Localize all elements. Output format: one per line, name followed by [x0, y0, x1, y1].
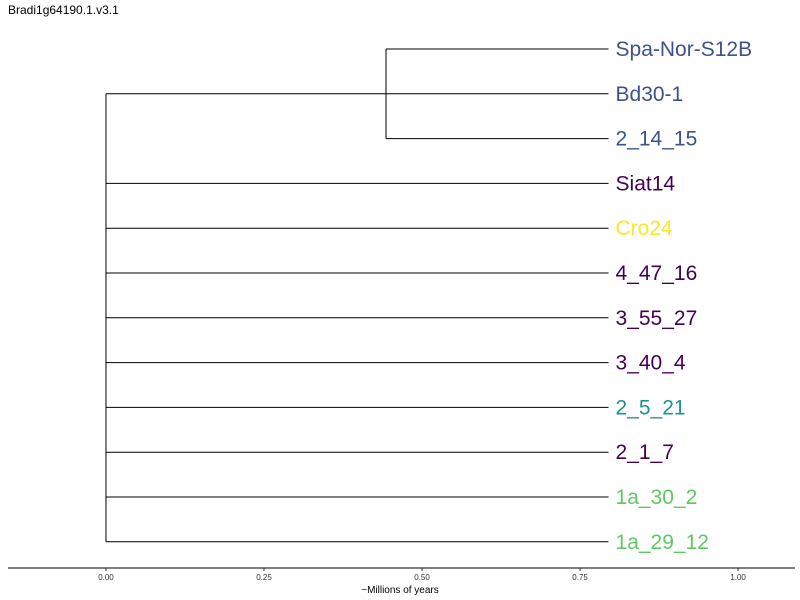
leaf-label: 1a_29_12 [616, 531, 709, 554]
figure-title: Bradi1g64190.1.v3.1 [8, 3, 119, 17]
leaf-label: 3_40_4 [616, 352, 686, 375]
leaf-label: 1a_30_2 [616, 486, 698, 509]
x-axis-title: ~Millions of years [361, 585, 439, 596]
branches [105, 48, 609, 543]
x-tick-label: 1.00 [730, 573, 746, 582]
x-tick-label: 0.50 [414, 573, 430, 582]
x-tick-label: 0.25 [256, 573, 272, 582]
x-axis: 0.00 0.25 0.50 0.75 1.00 ~Millions of years [8, 567, 795, 596]
leaf-label: 4_47_16 [616, 262, 698, 285]
leaf-label: Bd30-1 [616, 83, 684, 106]
leaf-labels: Spa-Nor-S12B Bd30-1 2_14_15 Siat14 Cro24 4_47… [616, 38, 753, 554]
leaf-label: 2_5_21 [616, 396, 686, 419]
leaf-label: 2_14_15 [616, 128, 698, 151]
leaf-label: 3_55_27 [616, 307, 698, 330]
leaf-label: Spa-Nor-S12B [616, 38, 753, 61]
leaf-label: Siat14 [616, 172, 676, 195]
x-tick-label: 0.00 [98, 573, 114, 582]
x-axis-ticks: 0.00 0.25 0.50 0.75 1.00 [98, 568, 746, 582]
leaf-label: Cro24 [616, 217, 674, 240]
x-tick-label: 0.75 [572, 573, 588, 582]
leaf-label: 2_1_7 [616, 441, 674, 464]
